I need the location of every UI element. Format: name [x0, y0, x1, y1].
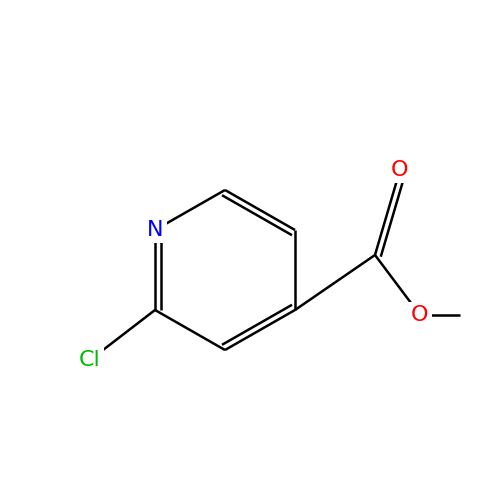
Text: O: O [411, 305, 429, 325]
Text: Cl: Cl [79, 350, 101, 370]
Text: O: O [391, 160, 409, 180]
Text: N: N [147, 220, 163, 240]
